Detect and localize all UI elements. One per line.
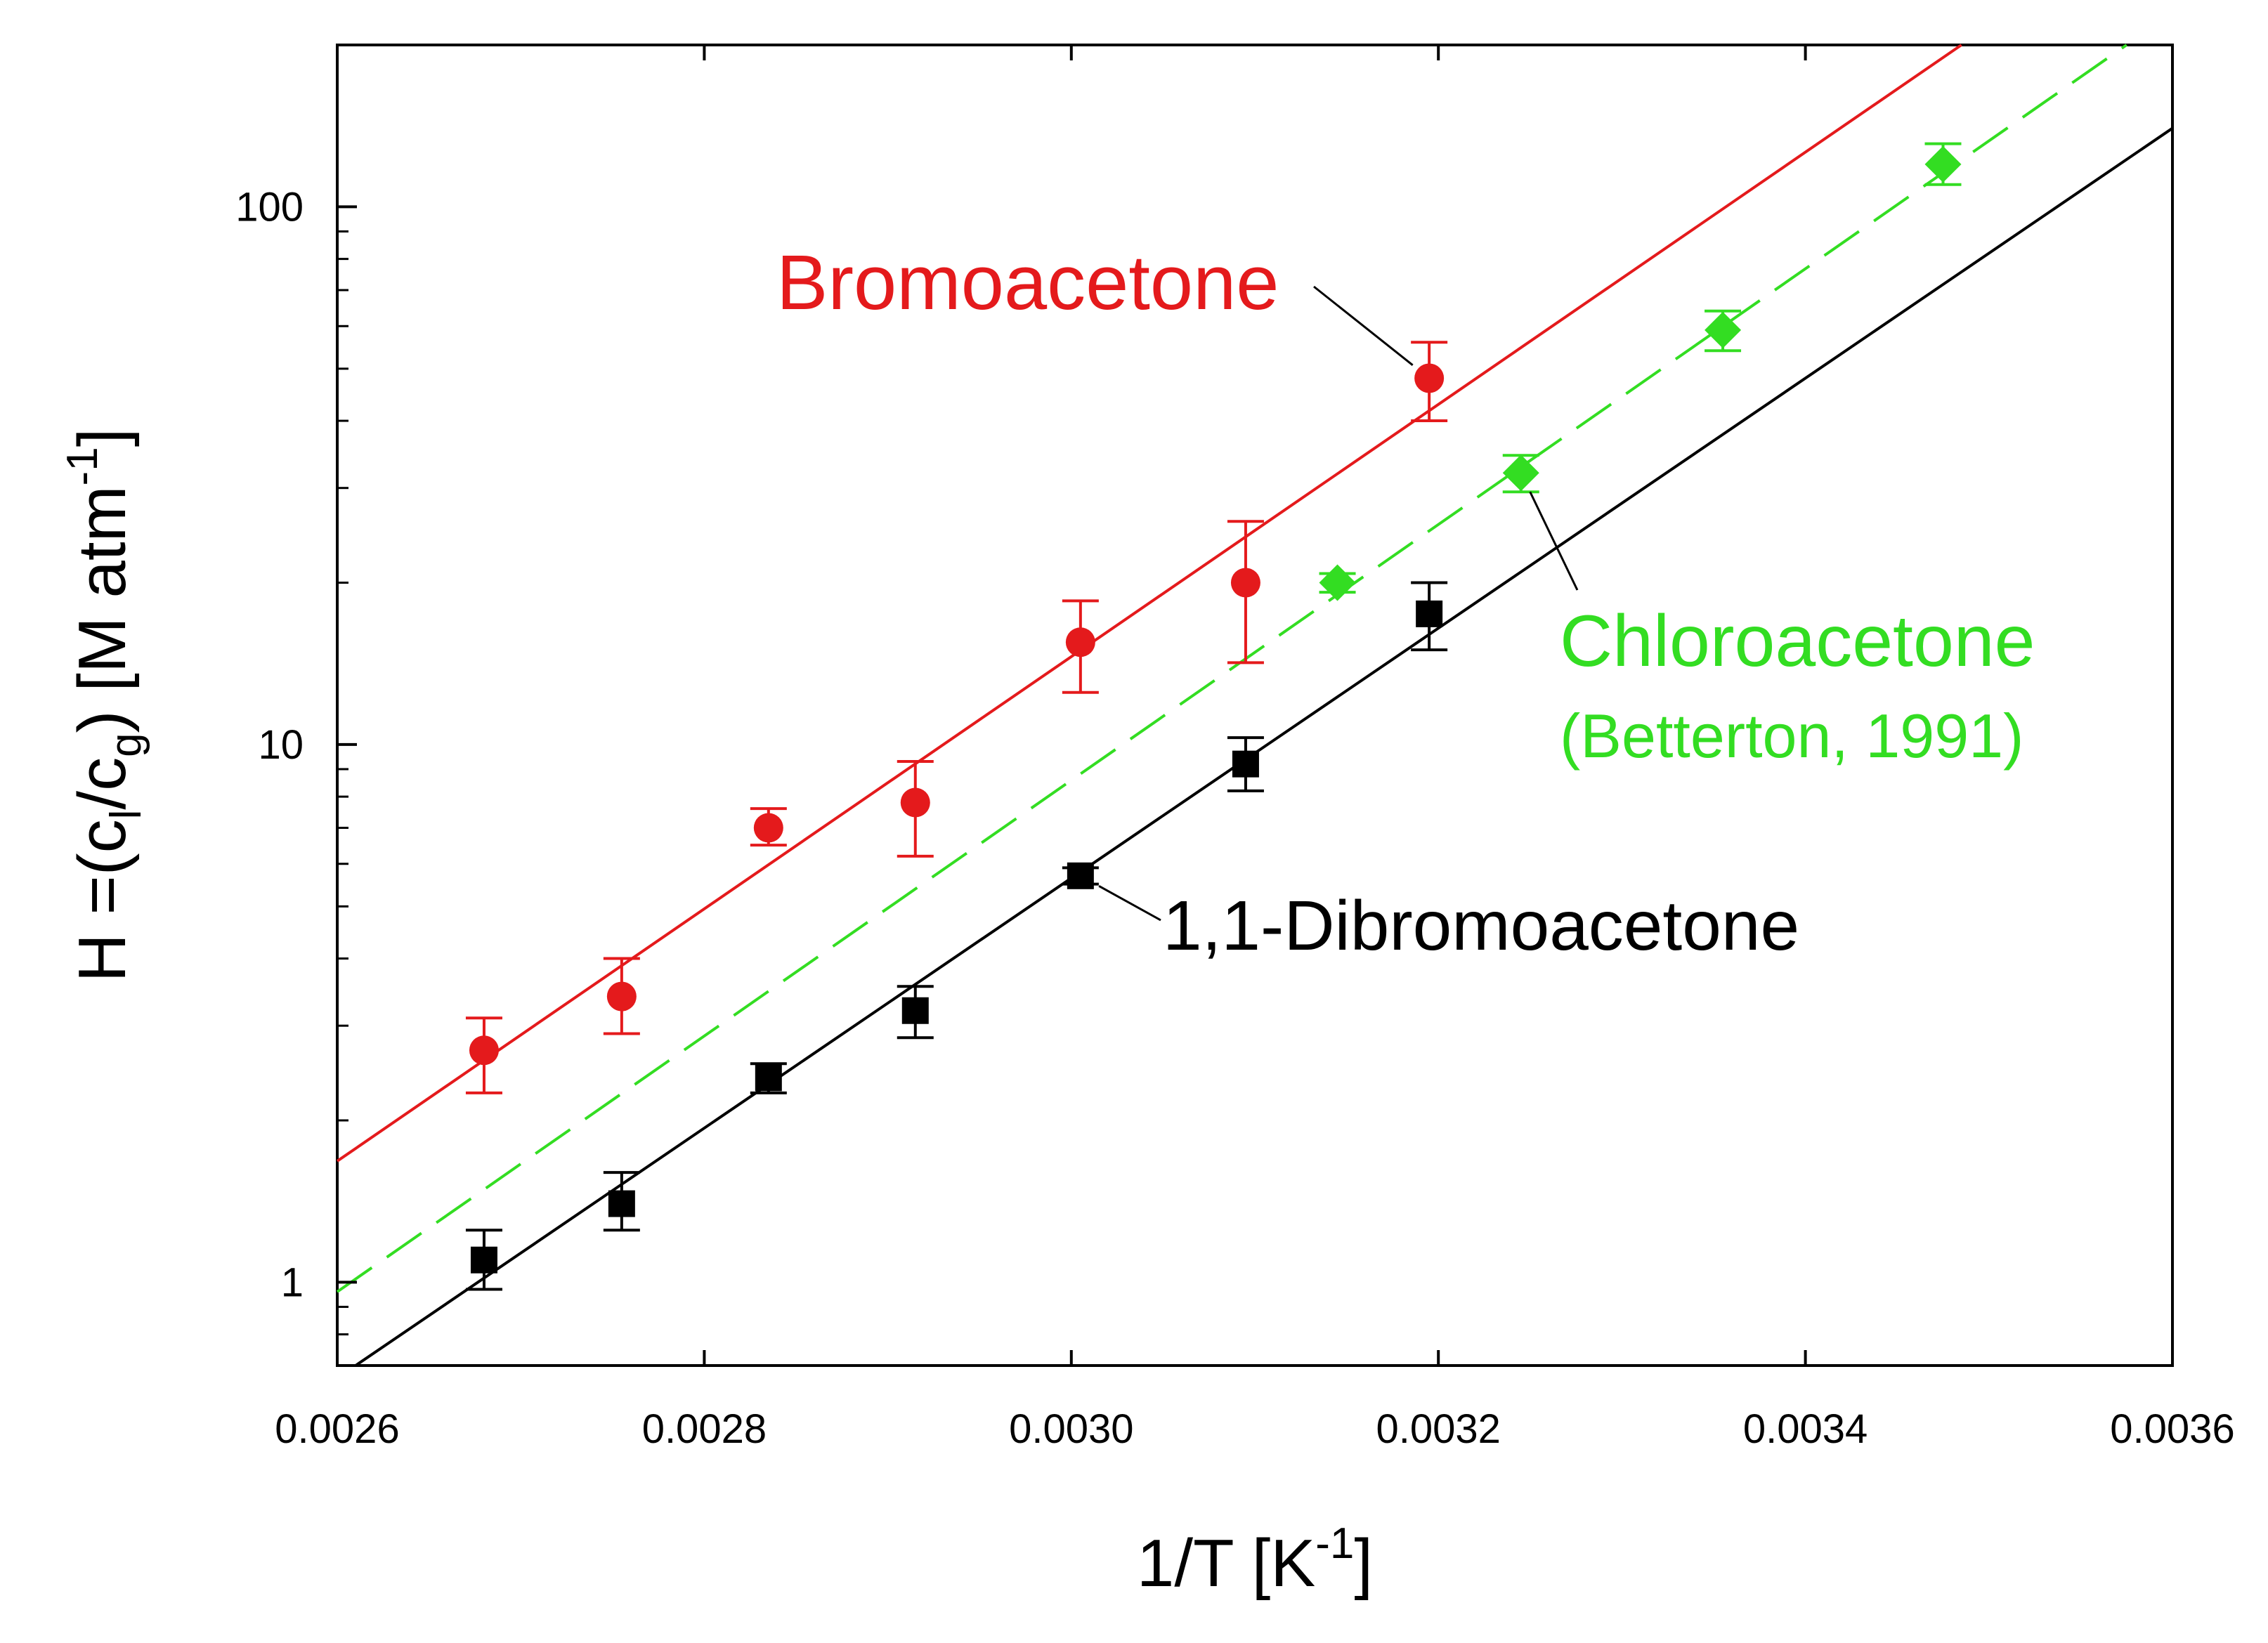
chloroacetone-label: Chloroacetone [1560,601,2035,682]
y-axis-title-sub2: g [102,733,150,757]
x-tick-label: 0.0028 [642,1406,767,1452]
x-tick-label: 0.0030 [1009,1406,1133,1452]
data-point-chloroacetone [1924,145,1962,183]
leader-line [1529,491,1579,591]
y-tick-label: 1 [281,1259,304,1305]
x-axis-title-sup: -1 [1315,1519,1354,1568]
data-point-1-1-dibromoacetone [470,1246,497,1274]
data-point-bromoacetone [753,813,783,843]
x-axis-title-close: ] [1354,1526,1373,1601]
betterton-citation-label: (Betterton, 1991) [1560,701,2023,771]
data-point-bromoacetone [900,787,930,818]
data-point-1-1-dibromoacetone [1232,750,1259,778]
fit-line-chloroacetone [336,44,2127,1293]
y-axis-title-sup: -1 [58,447,107,485]
fit-line-1-1-dibromoacetone [354,126,2174,1367]
y-axis-title: H =(cl/cg) [M atm-1] [58,428,150,983]
data-point-1-1-dibromoacetone [608,1190,635,1217]
data-point-1-1-dibromoacetone [1067,862,1094,889]
y-axis-ticks: 1 10 100 [235,44,357,1367]
fit-line-bromoacetone [336,44,1962,1163]
x-tick-label: 0.0034 [1743,1406,1868,1452]
x-axis-title: 1/T [K-1] [1137,1519,1373,1601]
data-point-bromoacetone [1065,627,1095,657]
x-tick-label: 0.0036 [2110,1406,2234,1452]
data-point-bromoacetone [606,981,637,1012]
leader-line [1098,885,1161,922]
data-point-1-1-dibromoacetone [755,1064,782,1092]
data-point-1-1-dibromoacetone [901,997,929,1024]
data-point-chloroacetone [1319,564,1356,601]
x-axis-ticks: 0.0026 0.0028 0.0030 0.0032 0.0034 0.0036 [275,45,2235,1452]
data-point-chloroacetone [1502,454,1539,492]
data-markers [469,145,1962,1274]
y-axis-title-close: ) [M atm [65,485,140,733]
x-tick-label: 0.0032 [1376,1406,1500,1452]
data-point-bromoacetone [1414,363,1445,393]
y-tick-label: 100 [235,184,304,230]
data-point-chloroacetone [1705,311,1742,348]
y-tick-label: 10 [258,722,304,768]
plot-frame [336,44,2174,1367]
fit-lines [336,44,2174,1367]
x-tick-label: 0.0026 [275,1406,399,1452]
data-point-1-1-dibromoacetone [1416,600,1443,627]
dibromoacetone-label: 1,1-Dibromoacetone [1163,886,1799,965]
x-axis-title-main: 1/T [K [1137,1526,1315,1601]
leader-line [1313,285,1414,366]
y-axis-title-sub1: l [102,810,150,820]
data-point-bromoacetone [1230,568,1260,598]
y-axis-title-mid: /c [65,757,140,810]
y-axis-title-prefix: H =(c [65,819,140,982]
data-point-bromoacetone [469,1035,499,1066]
y-axis-title-end: ] [65,428,140,447]
annotation-leaders [1098,285,1579,922]
bromoacetone-label: Bromoacetone [776,240,1279,326]
